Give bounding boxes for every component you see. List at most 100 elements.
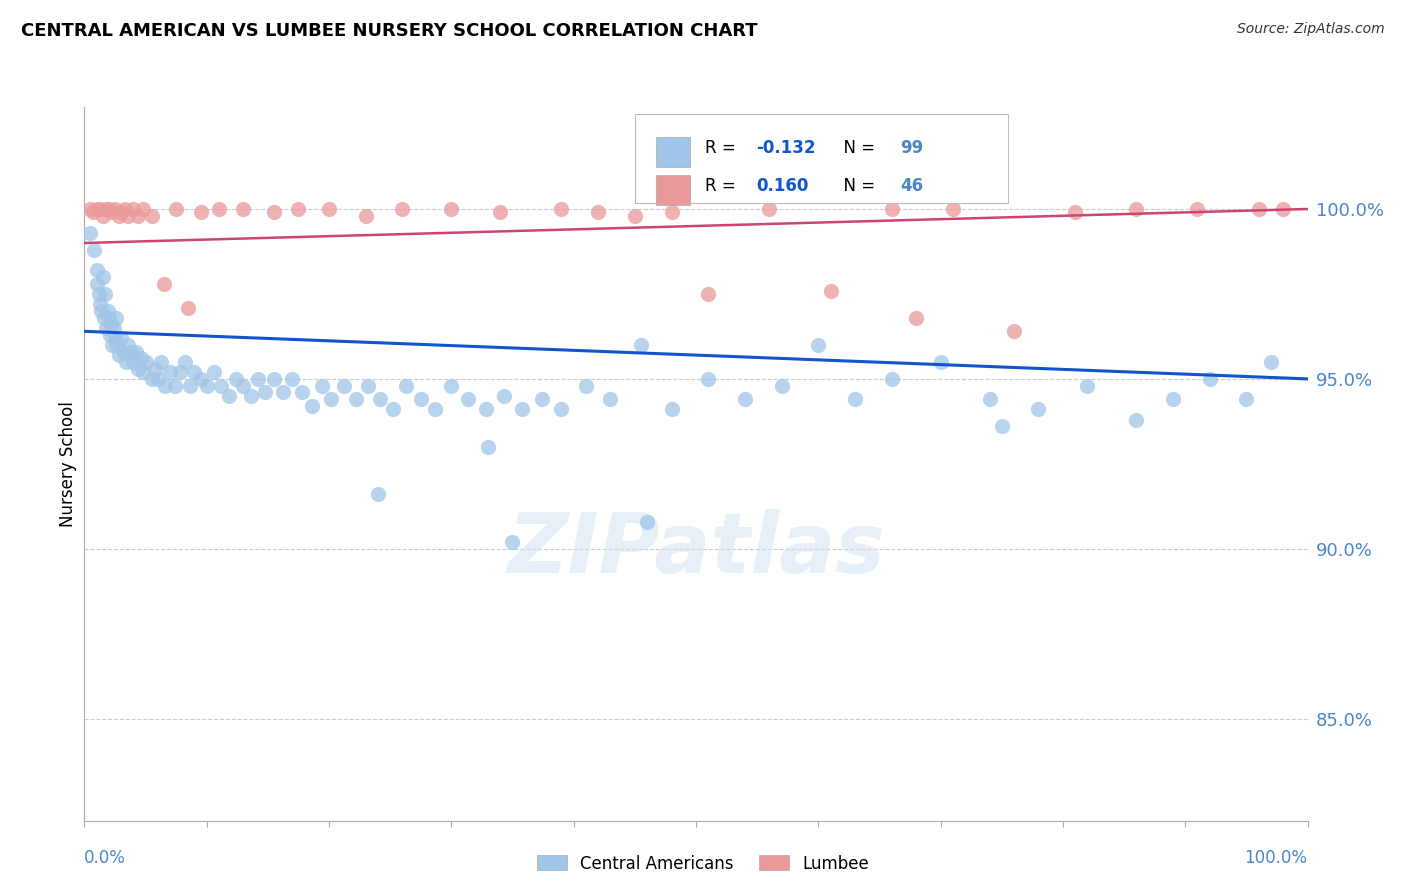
Point — [122, 355, 145, 369]
Text: 0.0%: 0.0% — [84, 849, 127, 867]
Point — [86, 202, 108, 216]
Point — [97, 310, 120, 325]
Point — [86, 277, 108, 291]
Point — [586, 205, 609, 219]
Point — [82, 205, 104, 219]
Point — [218, 389, 240, 403]
Point — [143, 361, 166, 376]
Point — [395, 378, 418, 392]
Point — [820, 284, 842, 298]
Point — [1260, 355, 1282, 369]
Point — [125, 344, 148, 359]
Point — [127, 209, 149, 223]
Text: R =: R = — [704, 139, 741, 157]
Point — [697, 287, 720, 301]
Point — [83, 243, 105, 257]
Point — [370, 392, 392, 407]
Point — [311, 378, 333, 392]
Point — [1076, 378, 1098, 392]
Point — [232, 378, 254, 392]
Text: Source: ZipAtlas.com: Source: ZipAtlas.com — [1237, 22, 1385, 37]
Point — [575, 378, 598, 392]
Text: -0.132: -0.132 — [756, 139, 815, 157]
Point — [344, 392, 367, 407]
Point — [758, 202, 780, 216]
Text: 100.0%: 100.0% — [1244, 849, 1308, 867]
Point — [115, 355, 138, 369]
Text: N =: N = — [832, 177, 880, 194]
Point — [291, 385, 314, 400]
Text: 0.160: 0.160 — [756, 177, 808, 194]
Point — [79, 202, 101, 216]
Point — [530, 392, 553, 407]
Point — [425, 402, 447, 417]
Point — [477, 440, 499, 454]
Point — [734, 392, 756, 407]
Point — [87, 287, 110, 301]
Point — [86, 263, 108, 277]
Point — [697, 372, 720, 386]
Point — [173, 355, 195, 369]
Point — [103, 321, 125, 335]
Point — [190, 372, 212, 386]
Point — [163, 378, 186, 392]
Point — [94, 287, 117, 301]
Point — [880, 372, 903, 386]
Point — [150, 355, 173, 369]
Point — [381, 402, 404, 417]
Point — [318, 202, 340, 216]
Point — [104, 331, 127, 345]
Point — [502, 535, 524, 549]
Point — [1125, 412, 1147, 426]
Point — [1247, 202, 1270, 216]
Text: ZIPatlas: ZIPatlas — [508, 509, 884, 590]
Point — [636, 515, 658, 529]
Point — [183, 365, 205, 379]
Point — [599, 392, 621, 407]
Y-axis label: Nursery School: Nursery School — [59, 401, 77, 527]
Point — [550, 402, 572, 417]
Point — [107, 209, 129, 223]
Point — [153, 277, 176, 291]
Point — [96, 321, 118, 335]
Point — [98, 327, 121, 342]
Point — [105, 338, 128, 352]
Point — [287, 202, 309, 216]
Point — [122, 202, 145, 216]
Point — [630, 338, 652, 352]
Point — [107, 348, 129, 362]
Point — [474, 402, 496, 417]
Point — [457, 392, 479, 407]
Point — [1161, 392, 1184, 407]
Point — [165, 202, 187, 216]
Point — [391, 202, 413, 216]
Point — [232, 202, 254, 216]
Point — [239, 389, 262, 403]
Point — [141, 209, 163, 223]
Point — [132, 365, 155, 379]
Point — [100, 205, 122, 219]
Legend: Central Americans, Lumbee: Central Americans, Lumbee — [530, 848, 876, 880]
Point — [127, 361, 149, 376]
Point — [90, 304, 112, 318]
Point — [409, 392, 432, 407]
Text: 46: 46 — [900, 177, 924, 194]
Point — [117, 209, 139, 223]
Point — [209, 378, 232, 392]
Bar — [655, 175, 690, 205]
Point — [357, 378, 380, 392]
Text: R =: R = — [704, 177, 741, 194]
Point — [905, 310, 928, 325]
Point — [979, 392, 1001, 407]
Point — [880, 202, 903, 216]
Point — [1028, 402, 1050, 417]
FancyBboxPatch shape — [636, 114, 1008, 203]
Point — [661, 402, 683, 417]
Point — [89, 297, 111, 311]
Point — [254, 385, 277, 400]
Point — [1236, 392, 1258, 407]
Point — [991, 419, 1014, 434]
Point — [807, 338, 830, 352]
Point — [97, 304, 120, 318]
Point — [117, 338, 139, 352]
